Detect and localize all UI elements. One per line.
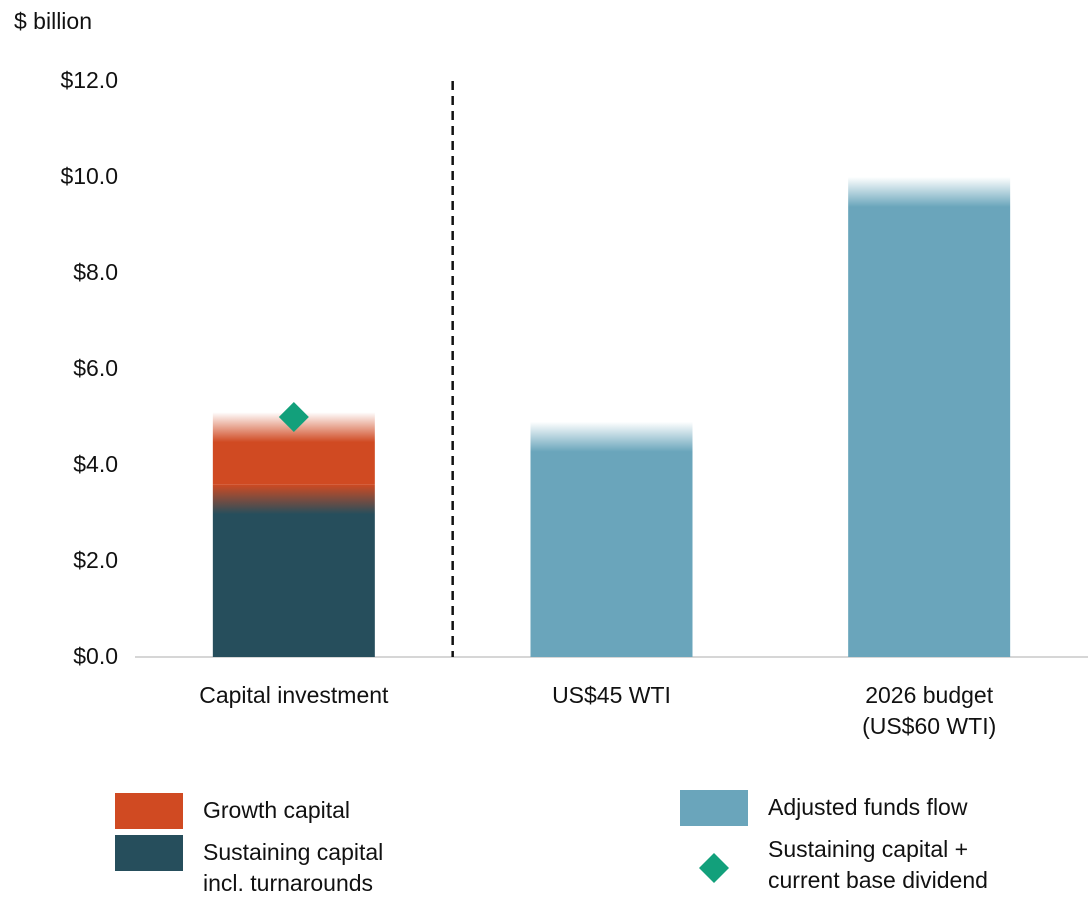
x-tick-label: US$45 WTI xyxy=(552,682,671,708)
legend-label: Adjusted funds flow xyxy=(768,794,968,820)
y-tick-label: $8.0 xyxy=(73,259,118,285)
legend-label: Growth capital xyxy=(203,797,351,823)
x-tick-label: Capital investment xyxy=(199,682,389,708)
y-tick-label: $10.0 xyxy=(60,163,118,189)
y-tick-label: $2.0 xyxy=(73,547,118,573)
legend-label: Sustaining capital incl. turnarounds xyxy=(203,839,384,896)
x-tick-label: 2026 budget (US$60 WTI) xyxy=(862,682,997,739)
y-tick-label: $6.0 xyxy=(73,355,118,381)
legend-swatch xyxy=(115,793,183,829)
legend-swatch xyxy=(699,853,729,883)
legend-swatch xyxy=(680,790,748,826)
bar xyxy=(212,484,375,657)
legend-swatch xyxy=(115,835,183,871)
y-tick-label: $12.0 xyxy=(60,67,118,93)
bar xyxy=(530,421,693,657)
y-tick-label: $4.0 xyxy=(73,451,118,477)
diamond-marker xyxy=(278,402,309,432)
legend-label: Sustaining capital + current base divide… xyxy=(768,836,988,893)
y-axis-label: $ billion xyxy=(14,8,92,34)
y-tick-label: $0.0 xyxy=(73,643,118,669)
bar xyxy=(848,177,1011,657)
